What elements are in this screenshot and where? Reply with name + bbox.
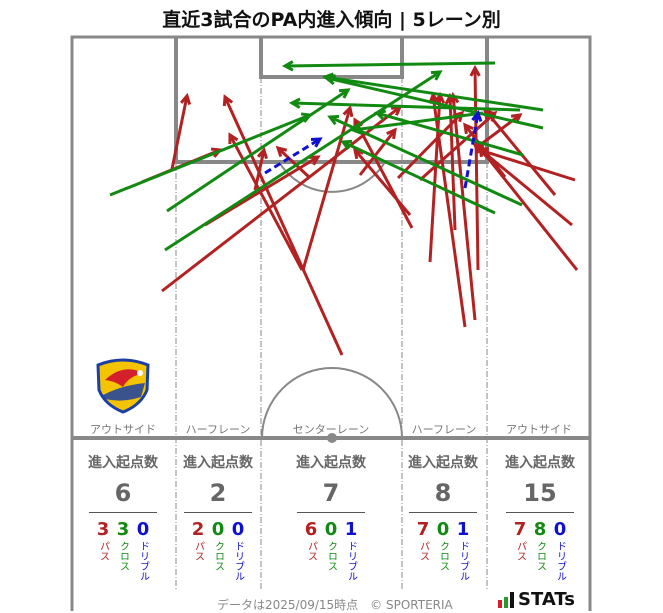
- divider: [409, 512, 477, 513]
- data-timestamp: データは2025/09/15時点 © SPORTERIA: [217, 598, 453, 612]
- pitch-border: [70, 35, 592, 611]
- divider: [184, 512, 252, 513]
- pass-arrow: [469, 64, 481, 271]
- lane-label-right-outside: アウトサイド: [506, 423, 572, 436]
- cross-count: 0 クロス: [324, 519, 338, 571]
- pass-count: 2 パス: [191, 519, 205, 561]
- dribble-arrow: [264, 137, 323, 175]
- lane-label-right-half: ハーフレーン: [411, 423, 477, 436]
- cross-arrow: [349, 111, 484, 135]
- lane-stats: 進入起点数 7 6 パス 0 クロス 1 ドリブル: [291, 452, 371, 581]
- pass-arrow: [170, 92, 192, 170]
- pass-arrow: [253, 146, 268, 191]
- bar-chart-icon: [498, 591, 514, 608]
- dribble-count: 0 ドリブル: [231, 519, 245, 581]
- divider: [89, 512, 157, 513]
- lane-stats: 進入起点数 8 7 パス 0 クロス 1 ドリブル: [403, 452, 483, 581]
- pass-count: 7 パス: [416, 519, 430, 561]
- pass-count: 6 パス: [304, 519, 318, 561]
- cross-arrow: [164, 70, 443, 252]
- center-spot: [327, 433, 337, 443]
- lane-stats: 進入起点数 6 3 パス 3 クロス 0 ドリブル: [83, 452, 163, 581]
- stat-heading: 進入起点数: [183, 455, 253, 471]
- pass-arrow: [222, 94, 344, 356]
- cross-arrow: [340, 139, 496, 215]
- lane-stats: 進入起点数 2 2 パス 0 クロス 0 ドリブル: [178, 452, 258, 581]
- entry-total: 6: [114, 479, 132, 507]
- dribble-count: 0 ドリブル: [136, 519, 150, 581]
- lane-stats: 進入起点数 15 7 パス 8 クロス 0 ドリブル: [500, 452, 580, 581]
- cross-count: 0 クロス: [436, 519, 450, 571]
- goal-area: [259, 37, 404, 79]
- pass-arrow: [358, 127, 397, 176]
- cross-count: 3 クロス: [116, 519, 130, 571]
- cross-arrow: [281, 60, 496, 72]
- cross-arrow: [327, 114, 523, 207]
- dribble-count: 1 ドリブル: [456, 519, 470, 581]
- pass-arrow: [396, 110, 465, 180]
- lane-label-left-half: ハーフレーン: [185, 423, 251, 436]
- entry-total: 8: [434, 479, 452, 507]
- pass-count: 7 パス: [513, 519, 527, 561]
- entry-total: 7: [322, 479, 340, 507]
- cross-count: 0 クロス: [211, 519, 225, 571]
- stat-heading: 進入起点数: [408, 455, 478, 471]
- lane-label-center: センターレーン: [292, 423, 370, 436]
- dribble-arrow: [463, 109, 483, 189]
- entry-total: 15: [523, 479, 557, 507]
- divider: [506, 512, 574, 513]
- cross-count: 8 クロス: [533, 519, 547, 571]
- entry-arrows: [109, 60, 579, 356]
- stats-brand-logo: STATs: [498, 589, 575, 610]
- center-circle: [261, 367, 403, 439]
- stat-heading: 進入起点数: [296, 455, 366, 471]
- dribble-count: 0 ドリブル: [553, 519, 567, 581]
- penalty-area: [174, 37, 489, 164]
- cross-arrow: [323, 74, 544, 130]
- pass-count: 3 パス: [96, 519, 110, 561]
- cross-arrow: [373, 109, 524, 157]
- page-title: 直近3試合のPA内進入傾向 | 5レーン別: [162, 9, 501, 31]
- stat-heading: 進入起点数: [505, 455, 575, 471]
- cross-arrow: [288, 97, 521, 112]
- entry-total: 2: [209, 479, 227, 507]
- team-logo: [96, 358, 150, 414]
- dribble-count: 1 ドリブル: [344, 519, 358, 581]
- stat-heading: 進入起点数: [88, 455, 158, 471]
- pass-arrow: [275, 145, 312, 180]
- lane-label-left-outside: アウトサイド: [90, 423, 156, 436]
- divider: [297, 512, 365, 513]
- pass-arrow: [228, 132, 304, 271]
- cross-arrow: [166, 88, 351, 213]
